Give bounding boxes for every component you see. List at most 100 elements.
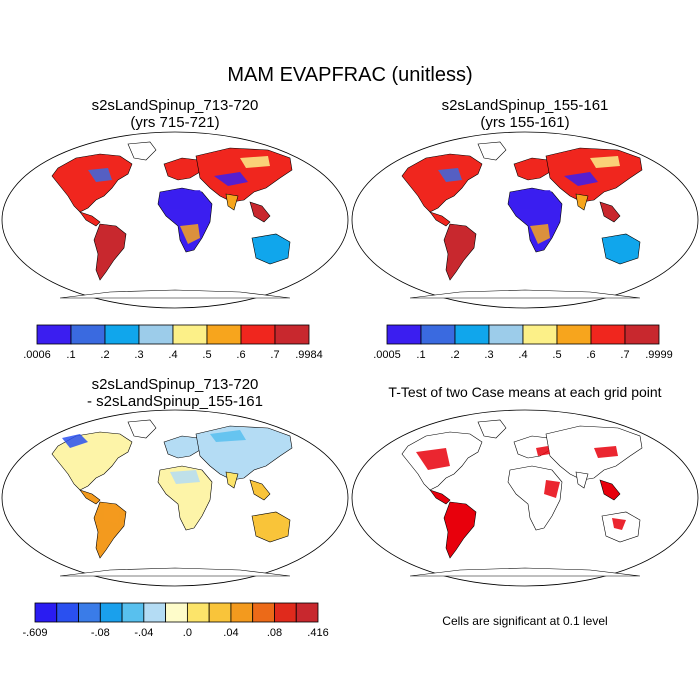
colorbar-swatch [104,324,140,345]
significance-note: Cells are significant at 0.1 level [442,614,608,628]
map-region-patch [240,156,270,168]
continent-europe [163,157,201,181]
continent-india [225,471,239,489]
colorbar-swatch [99,602,123,623]
map-region-patch [416,448,450,470]
map-bottom-right-content [351,409,699,587]
map-region-patch [104,506,120,524]
colorbar-label: .1 [416,349,425,361]
panel-title-top-right-line1: s2sLandSpinup_155-161 [441,97,609,114]
continent-centralAmerica [429,489,451,505]
map-region-patch [214,172,248,186]
colorbar-label: .9984 [295,349,323,361]
map-region-patch [438,168,462,182]
colorbar-swatch [165,602,188,623]
colorbar-top-left: .0006 .1 .2 .3 .4 .5 .6 .7 .9984 [23,324,323,361]
continent-india [575,471,589,489]
continent-northAmerica [401,153,483,213]
colorbar-swatch [56,602,79,623]
map-region-patch [170,470,200,484]
map-region-patch [564,172,598,186]
map-bottom-left-content [1,409,349,587]
continent-southAmerica [443,501,477,559]
colorbar-bottom-left: -.609 -.08 -.04 .0 .04 .08 .416 [22,602,329,639]
figure-title: MAM EVAPFRAC (unitless) [227,64,473,86]
colorbar-label: .2 [100,349,109,361]
map-region-patch [612,518,626,530]
continent-india [225,193,239,211]
panel-title-top-left: s2sLandSpinup_713-720 (yrs 715-721) [40,97,310,131]
colorbar-label: .4 [168,349,177,361]
continent-centralAmerica [79,211,101,227]
colorbar-label: .7 [270,349,279,361]
colorbar-top-right: .0005 .1 .2 .3 .4 .5 .6 .7 .9999 [373,324,673,361]
continent-seAsia [599,479,621,501]
colorbar-label: -.04 [134,627,153,639]
colorbar-label: .6 [236,349,245,361]
continent-seAsia [249,479,271,501]
map-region-patch [162,190,206,210]
colorbar-label: .1 [66,349,75,361]
continent-antarctica [59,567,291,577]
colorbar-swatch [454,324,490,345]
colorbar-swatch [274,324,310,345]
continent-greenland [127,141,157,161]
continent-antarctica [409,567,641,577]
colorbar-swatch [386,324,422,345]
colorbar-swatch [420,324,456,345]
colorbar-swatch [121,602,145,623]
colorbar-label: .08 [267,627,282,639]
map-top-right-content [351,131,699,309]
map-region-patch [512,190,556,210]
colorbar-swatch [252,602,275,623]
panel-title-bottom-left: s2sLandSpinup_713-720 - s2sLandSpinup_15… [40,376,310,410]
colorbar-label: .416 [307,627,328,639]
colorbar-swatch [590,324,626,345]
colorbar-label: -.609 [22,627,47,639]
continent-asia [545,425,643,481]
map-region-patch [256,240,282,254]
colorbar-label: .6 [586,349,595,361]
colorbar-swatch [488,324,524,345]
colorbar-swatch [624,324,660,345]
colorbar-label: .0 [183,627,192,639]
continent-india [575,193,589,211]
colorbar-label: .3 [484,349,493,361]
map-region-patch [62,434,88,448]
continent-seAsia [249,201,271,223]
colorbar-label: .04 [223,627,238,639]
colorbar-swatch [138,324,174,345]
map-region-patch [530,224,550,244]
colorbar-swatch [208,602,232,623]
colorbar-swatch [522,324,558,345]
colorbar-label: .7 [620,349,629,361]
panel-title-top-right-line2: (yrs 155-161) [480,114,570,131]
colorbar-swatch [230,602,254,623]
continent-southAmerica [443,223,477,281]
panel-title-top-right: s2sLandSpinup_155-161 (yrs 155-161) [390,97,660,131]
panel-title-bottom-right: T-Test of two Case means at each grid po… [388,384,662,400]
continent-centralAmerica [79,489,101,505]
map-region-patch [258,516,284,534]
panel-title-top-left-line1: s2sLandSpinup_713-720 [91,97,259,114]
continent-europe [513,157,551,181]
map-region-patch [88,168,112,182]
colorbar-swatch [240,324,276,345]
map-region-patch [544,480,560,498]
continent-southAmerica [93,223,127,281]
colorbar-label: .4 [518,349,527,361]
map-region-patch [606,240,632,254]
colorbar-label: .5 [552,349,561,361]
colorbar-label: .9999 [645,349,673,361]
colorbar-swatch [70,324,106,345]
colorbar-swatch [36,324,72,345]
continent-greenland [477,419,507,439]
map-region-patch [180,224,200,244]
colorbar-swatch [186,602,210,623]
colorbar-swatch [556,324,592,345]
continent-greenland [127,419,157,439]
colorbar-swatch [34,602,58,623]
colorbar-swatch [295,602,319,623]
map-region-patch [594,446,618,458]
continent-europe [163,435,201,459]
